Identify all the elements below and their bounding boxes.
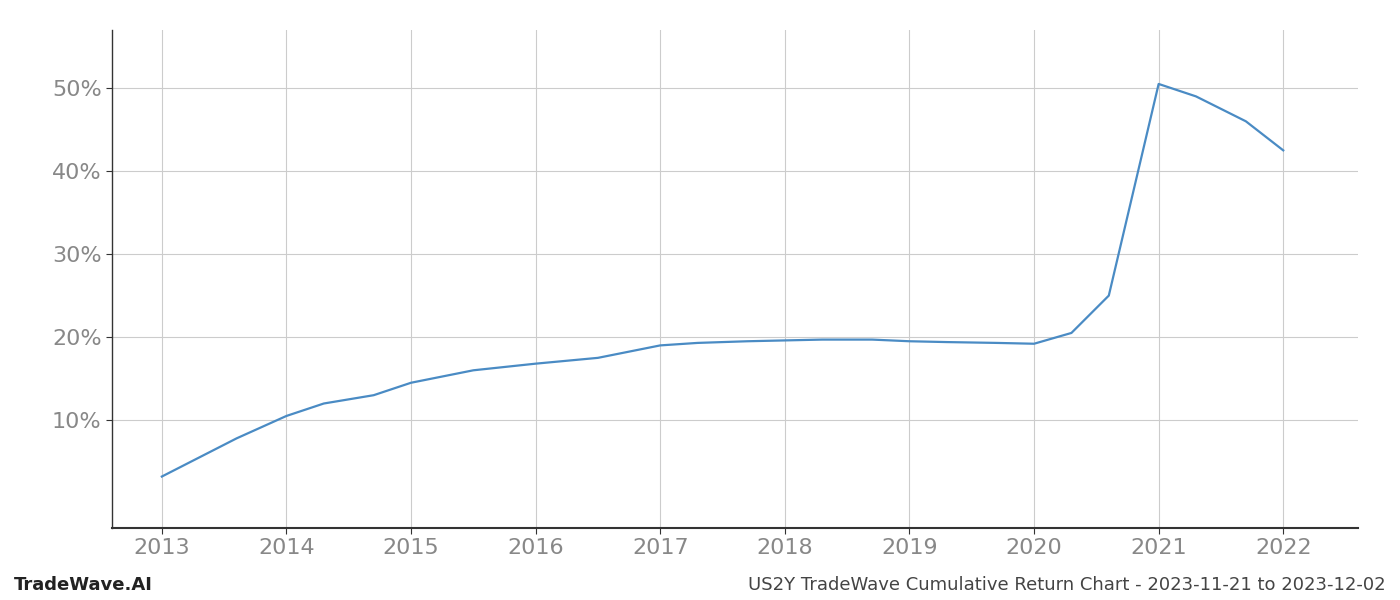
Text: TradeWave.AI: TradeWave.AI xyxy=(14,576,153,594)
Text: US2Y TradeWave Cumulative Return Chart - 2023-11-21 to 2023-12-02: US2Y TradeWave Cumulative Return Chart -… xyxy=(749,576,1386,594)
